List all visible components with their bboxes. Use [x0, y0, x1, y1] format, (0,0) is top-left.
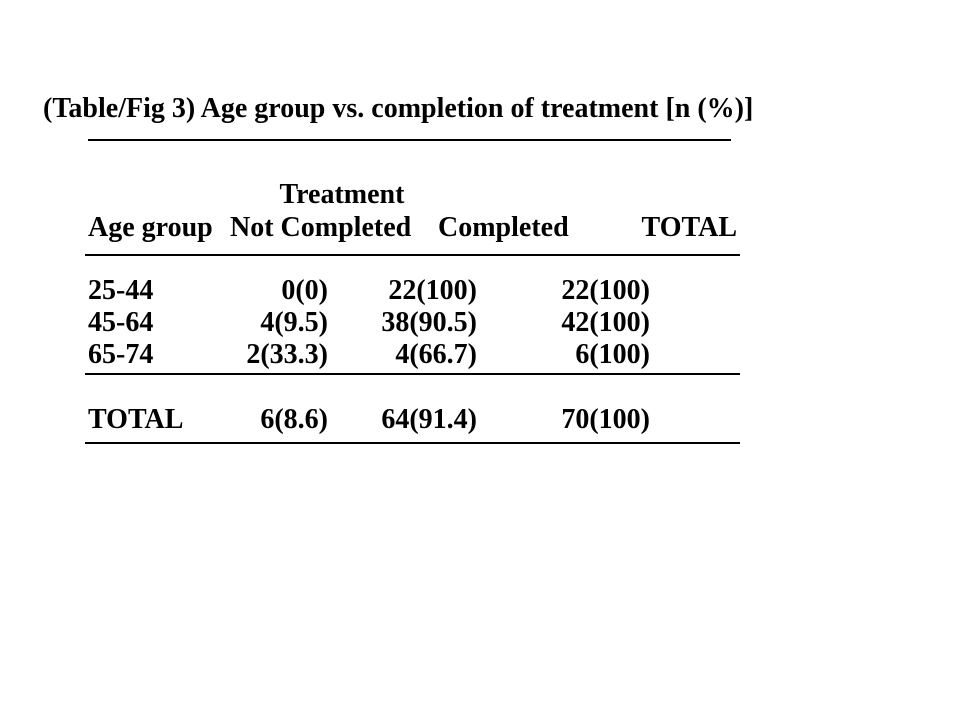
column-group-header-treatment: Treatment — [279, 179, 405, 210]
rule-bottom — [85, 442, 740, 444]
cell-age-group: 45-64 — [88, 307, 154, 338]
cell-total-total: 70(100) — [561, 404, 650, 435]
rule-above-total — [85, 373, 740, 375]
cell-not-completed: 4(9.5) — [260, 307, 328, 338]
cell-total: 22(100) — [561, 275, 650, 306]
cell-total-completed: 64(91.4) — [381, 404, 477, 435]
cell-completed: 22(100) — [388, 275, 477, 306]
table-caption: (Table/Fig 3) Age group vs. completion o… — [43, 93, 754, 124]
cell-not-completed: 0(0) — [281, 275, 328, 306]
cell-completed: 4(66.7) — [395, 339, 477, 370]
cell-total: 42(100) — [561, 307, 650, 338]
cell-age-group: 65-74 — [88, 339, 154, 370]
column-header-completed: Completed — [438, 212, 569, 243]
column-header-total: TOTAL — [641, 212, 737, 243]
column-header-not-completed: Not Completed — [230, 212, 412, 243]
cell-age-group: 25-44 — [88, 275, 154, 306]
cell-completed: 38(90.5) — [381, 307, 477, 338]
cell-total-label: TOTAL — [88, 404, 184, 435]
cell-total-not-completed: 6(8.6) — [260, 404, 328, 435]
column-header-age-group: Age group — [88, 212, 213, 243]
rule-top — [88, 139, 731, 141]
cell-not-completed: 2(33.3) — [246, 339, 328, 370]
cell-total: 6(100) — [575, 339, 650, 370]
rule-under-header — [85, 254, 740, 256]
